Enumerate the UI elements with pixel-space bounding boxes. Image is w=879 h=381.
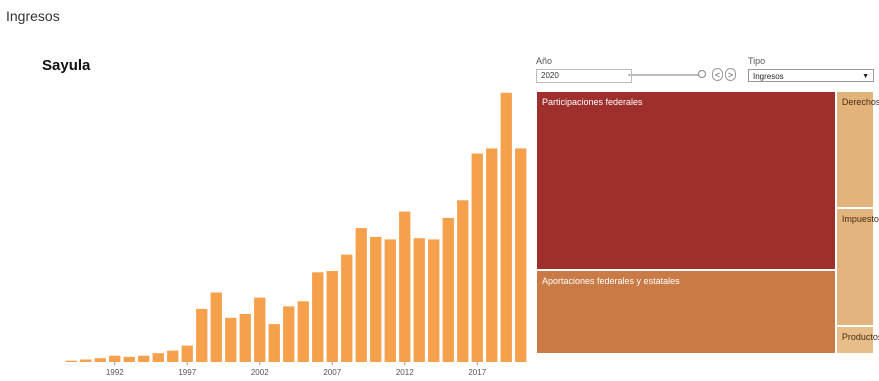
bar-2014[interactable] bbox=[428, 239, 440, 362]
income-treemap: Participaciones federales Aportaciones fe… bbox=[536, 91, 879, 354]
bar-2013[interactable] bbox=[413, 238, 425, 362]
bar-2018[interactable] bbox=[486, 148, 498, 362]
bar-1996[interactable] bbox=[167, 350, 179, 362]
x-tick-label-1992: 1992 bbox=[106, 368, 124, 377]
bar-2005[interactable] bbox=[297, 301, 309, 362]
bar-1991[interactable] bbox=[94, 358, 106, 362]
bar-2008[interactable] bbox=[341, 254, 353, 362]
bar-2012[interactable] bbox=[399, 211, 411, 362]
page-heading: Ingresos bbox=[6, 8, 60, 24]
bar-1992[interactable] bbox=[109, 355, 121, 362]
bar-2011[interactable] bbox=[384, 239, 396, 362]
bar-2007[interactable] bbox=[326, 271, 338, 362]
type-label: Tipo bbox=[748, 56, 766, 66]
bar-1995[interactable] bbox=[152, 353, 164, 362]
treemap-tile-impuestos[interactable]: Impuestos bbox=[835, 208, 879, 326]
year-input[interactable]: 2020 bbox=[536, 69, 632, 83]
x-tick-label-2012: 2012 bbox=[396, 368, 414, 377]
bar-2016[interactable] bbox=[457, 200, 469, 362]
x-tick-label-2002: 2002 bbox=[251, 368, 269, 377]
bar-2003[interactable] bbox=[268, 324, 280, 362]
bar-2006[interactable] bbox=[312, 272, 324, 362]
income-bar-chart: 1992 1997 2002 2007 2012 2017 bbox=[65, 92, 527, 377]
bar-1993[interactable] bbox=[123, 356, 135, 362]
bar-1989[interactable] bbox=[65, 360, 77, 362]
prev-year-button[interactable]: < bbox=[712, 68, 723, 81]
bar-1998[interactable] bbox=[196, 308, 208, 362]
year-slider[interactable] bbox=[628, 74, 702, 76]
next-year-button[interactable]: > bbox=[725, 68, 736, 81]
treemap-label-productos: Productos bbox=[841, 331, 879, 342]
year-label: Año bbox=[536, 56, 553, 66]
treemap-label-participaciones-federales: Participaciones federales bbox=[542, 97, 643, 107]
bar-2002[interactable] bbox=[254, 297, 266, 362]
chevron-down-icon: ▼ bbox=[862, 73, 869, 80]
bar-1997[interactable] bbox=[181, 345, 193, 362]
x-tick-label-1997: 1997 bbox=[178, 368, 196, 377]
bar-2020[interactable] bbox=[515, 148, 527, 362]
treemap-label-derechos: Derechos bbox=[841, 97, 879, 107]
bar-2010[interactable] bbox=[370, 236, 382, 362]
treemap-tile-productos[interactable]: Productos bbox=[835, 325, 879, 354]
bar-2019[interactable] bbox=[500, 92, 512, 363]
treemap-tile-derechos[interactable]: Derechos bbox=[835, 91, 879, 209]
bar-1990[interactable] bbox=[80, 359, 92, 363]
treemap-label-impuestos: Impuestos bbox=[841, 214, 879, 225]
bar-2000[interactable] bbox=[225, 317, 237, 362]
type-select[interactable]: Ingresos ▼ bbox=[748, 69, 874, 82]
year-slider-thumb[interactable] bbox=[698, 70, 706, 78]
x-tick-label-2017: 2017 bbox=[468, 368, 486, 377]
treemap-tile-participaciones-federales[interactable]: Participaciones federales bbox=[536, 91, 836, 271]
bar-2015[interactable] bbox=[442, 217, 454, 362]
treemap-tile-aportaciones-federales-y-estatales[interactable]: Aportaciones federales y estatales bbox=[536, 270, 836, 354]
x-tick-label-2007: 2007 bbox=[323, 368, 341, 377]
bar-2009[interactable] bbox=[355, 228, 367, 362]
municipality-title: Sayula bbox=[42, 57, 91, 74]
bar-1994[interactable] bbox=[138, 355, 150, 362]
bar-2004[interactable] bbox=[283, 306, 295, 362]
treemap-label-aportaciones-federales-y-estatales: Aportaciones federales y estatales bbox=[542, 276, 680, 287]
bar-2001[interactable] bbox=[239, 314, 251, 362]
type-select-value: Ingresos bbox=[753, 72, 784, 81]
bar-2017[interactable] bbox=[471, 153, 483, 363]
bar-1999[interactable] bbox=[210, 292, 222, 363]
